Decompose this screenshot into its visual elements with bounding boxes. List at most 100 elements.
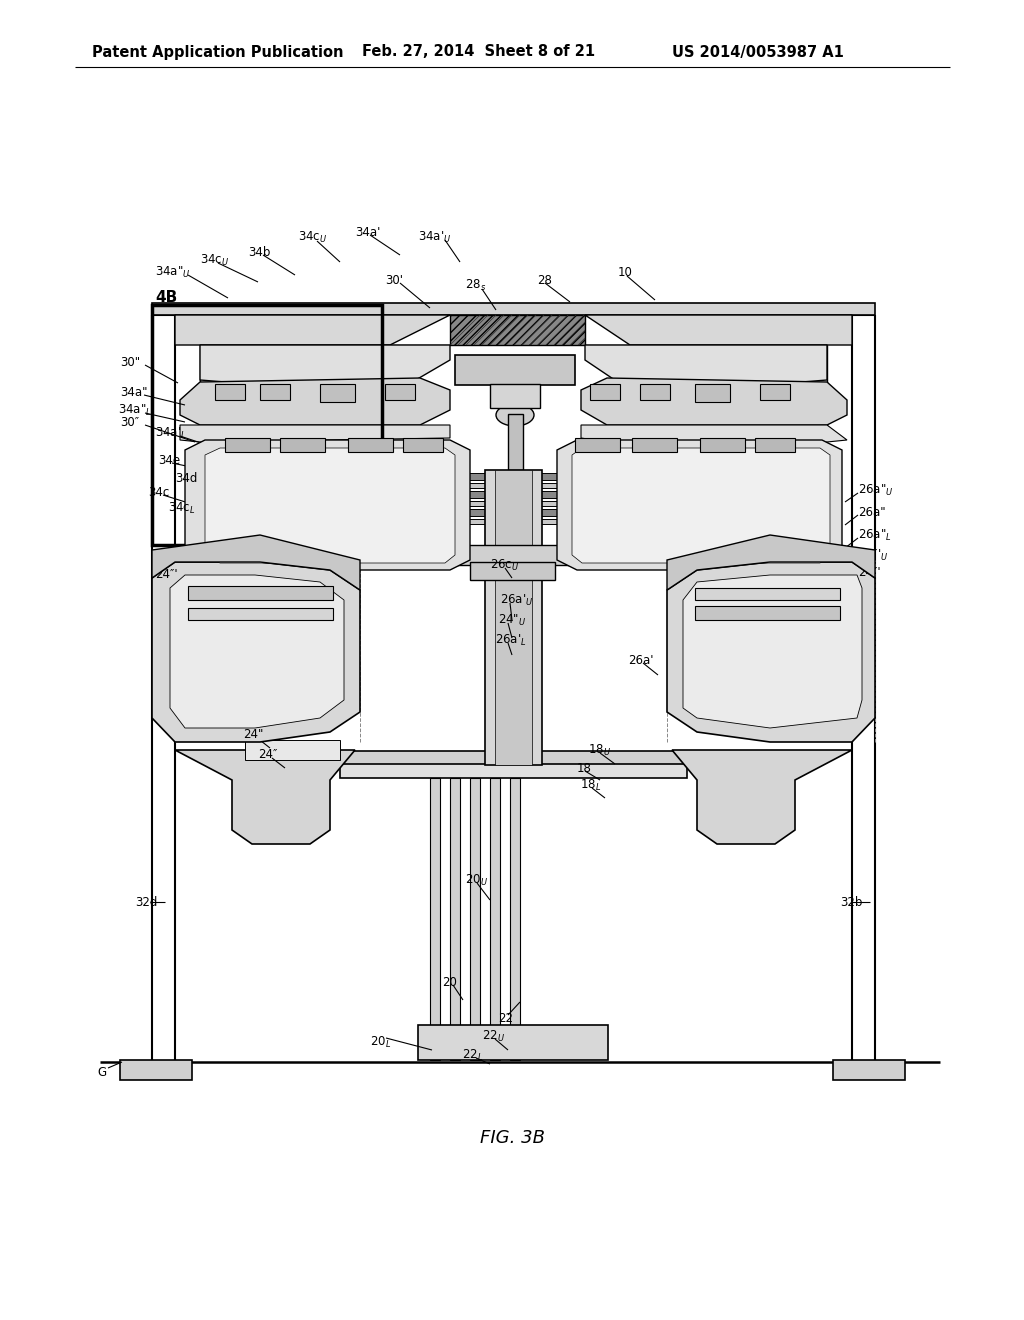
Bar	[258, 519, 772, 524]
Bar	[700, 438, 745, 451]
Ellipse shape	[496, 404, 534, 426]
Bar	[258, 491, 772, 498]
Text: 26d: 26d	[732, 502, 755, 515]
Bar	[510, 777, 520, 1060]
Text: 34d: 34d	[175, 471, 198, 484]
Text: 20: 20	[442, 975, 457, 989]
Text: 34a': 34a'	[355, 226, 380, 239]
Bar	[455, 355, 575, 385]
Bar	[215, 384, 245, 400]
Bar	[590, 384, 620, 400]
Text: 34c$_U$: 34c$_U$	[298, 230, 328, 244]
Polygon shape	[245, 741, 340, 760]
Bar	[430, 777, 440, 1060]
Text: 32d: 32d	[135, 895, 158, 908]
Bar	[490, 384, 540, 408]
Text: 22$_U$: 22$_U$	[482, 1028, 505, 1044]
Bar	[348, 438, 393, 451]
Bar	[495, 470, 532, 766]
Bar	[695, 587, 840, 601]
Polygon shape	[557, 440, 842, 570]
Bar	[695, 384, 730, 403]
Polygon shape	[152, 562, 360, 742]
Text: 30″: 30″	[120, 416, 139, 429]
Text: 20$_U$: 20$_U$	[465, 873, 488, 887]
Polygon shape	[667, 535, 874, 590]
Bar	[152, 305, 382, 545]
Text: 34e: 34e	[158, 454, 180, 466]
Text: 34b: 34b	[248, 246, 270, 259]
Bar	[340, 751, 687, 766]
Text: 34a": 34a"	[120, 385, 147, 399]
Text: 24"$_U$: 24"$_U$	[498, 612, 526, 627]
Polygon shape	[152, 535, 360, 590]
Text: 26a"$_L$: 26a"$_L$	[858, 528, 892, 543]
Text: 34a"$_U$: 34a"$_U$	[155, 264, 190, 280]
Text: 26b: 26b	[688, 665, 711, 678]
Text: 26c$_L$: 26c$_L$	[735, 454, 763, 470]
Text: 34a'$_L$: 34a'$_L$	[155, 425, 186, 441]
Text: 34c$_L$: 34c$_L$	[168, 500, 196, 516]
Bar	[403, 438, 443, 451]
Text: 24″'$_U$: 24″'$_U$	[858, 548, 889, 562]
Text: 22$_L$: 22$_L$	[462, 1048, 483, 1063]
Polygon shape	[585, 345, 827, 395]
Bar	[450, 315, 585, 345]
Bar	[575, 438, 620, 451]
Text: 34a'$_U$: 34a'$_U$	[418, 230, 452, 244]
Bar	[450, 777, 460, 1060]
Polygon shape	[585, 315, 852, 345]
Text: 26c$_U$: 26c$_U$	[490, 557, 519, 573]
Text: US 2014/0053987 A1: US 2014/0053987 A1	[672, 45, 844, 59]
Text: 26b$_U$: 26b$_U$	[720, 682, 751, 698]
Bar	[120, 1060, 193, 1080]
Text: 20$_L$: 20$_L$	[370, 1035, 391, 1049]
Text: 26e: 26e	[755, 488, 777, 502]
Text: 24: 24	[170, 665, 185, 678]
Text: 26c: 26c	[782, 475, 804, 488]
Text: 18$_L$: 18$_L$	[580, 777, 601, 792]
Bar	[632, 438, 677, 451]
Bar	[418, 1026, 608, 1060]
Bar	[385, 384, 415, 400]
Text: 18$_U$: 18$_U$	[588, 742, 611, 758]
Bar	[470, 777, 480, 1060]
Polygon shape	[581, 425, 847, 442]
Text: 30": 30"	[120, 355, 140, 368]
Polygon shape	[170, 576, 344, 729]
Bar	[340, 764, 687, 777]
Text: 28: 28	[537, 273, 552, 286]
Text: 24″': 24″'	[155, 569, 177, 582]
Text: 24": 24"	[243, 727, 263, 741]
Text: Feb. 27, 2014  Sheet 8 of 21: Feb. 27, 2014 Sheet 8 of 21	[362, 45, 595, 59]
Bar	[455, 545, 570, 565]
Polygon shape	[205, 447, 455, 564]
Polygon shape	[667, 562, 874, 742]
Polygon shape	[180, 378, 450, 425]
Bar	[260, 384, 290, 400]
Text: 26a"$_U$: 26a"$_U$	[858, 482, 894, 498]
Polygon shape	[572, 447, 830, 564]
Polygon shape	[581, 378, 847, 425]
Text: 34c$_U$: 34c$_U$	[200, 252, 229, 268]
Polygon shape	[683, 576, 862, 729]
Polygon shape	[200, 345, 450, 395]
Bar	[490, 777, 500, 1060]
Text: Patent Application Publication: Patent Application Publication	[92, 45, 343, 59]
Text: 28$_s$: 28$_s$	[465, 277, 486, 293]
Bar	[188, 609, 333, 620]
Polygon shape	[185, 440, 470, 570]
Text: G: G	[97, 1065, 106, 1078]
Bar	[258, 483, 772, 488]
Text: 26: 26	[762, 469, 777, 482]
Text: 30': 30'	[385, 273, 403, 286]
Bar	[470, 562, 555, 579]
Text: 26a'$_L$: 26a'$_L$	[495, 632, 526, 648]
Text: FIG. 3B: FIG. 3B	[479, 1129, 545, 1147]
Text: 34a"$_L$: 34a"$_L$	[118, 403, 152, 417]
Text: 18: 18	[577, 762, 592, 775]
Bar	[188, 586, 333, 601]
Bar	[258, 510, 772, 516]
Bar	[152, 304, 874, 315]
Text: 34c: 34c	[148, 486, 169, 499]
